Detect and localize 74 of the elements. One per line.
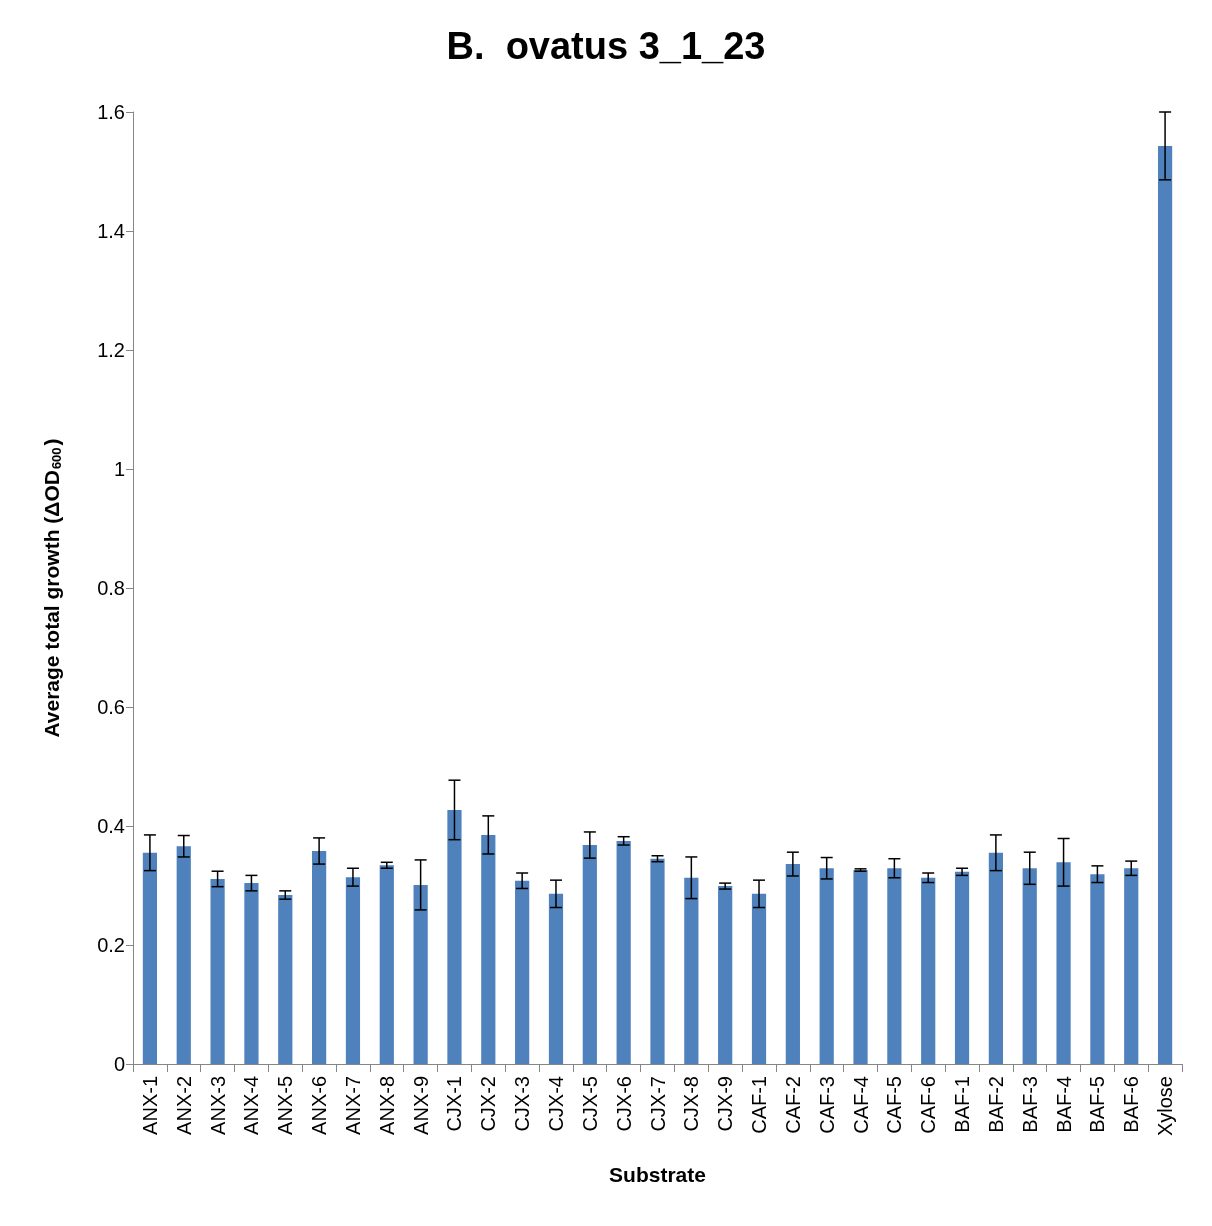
x-tick-label: CAF-3 <box>815 1076 838 1134</box>
y-tick-label: 1.2 <box>97 339 125 361</box>
x-tick-label: BAF-2 <box>984 1076 1007 1133</box>
bar <box>988 852 1003 1064</box>
bar <box>785 864 800 1064</box>
bar <box>142 852 158 1064</box>
x-tick-label: CJX-3 <box>511 1076 534 1132</box>
x-tick-label: ANX-6 <box>308 1076 331 1135</box>
x-tick-label: CJX-6 <box>612 1076 635 1132</box>
bar <box>176 846 191 1064</box>
x-tick-label: CJX-8 <box>680 1076 703 1132</box>
x-axis-title: Substrate <box>609 1163 706 1186</box>
x-tick-label: ANX-9 <box>409 1076 432 1135</box>
y-axis-title: Average total growth (ΔOD600) <box>40 438 64 738</box>
bar <box>853 870 868 1064</box>
x-tick-label: ANX-7 <box>341 1076 364 1135</box>
bar <box>244 883 259 1064</box>
bar <box>684 877 699 1064</box>
bar <box>413 884 428 1064</box>
y-tick-label: 1.6 <box>97 101 125 123</box>
y-tick-label: 1 <box>113 458 125 480</box>
bar <box>447 809 462 1064</box>
x-tick-label: BAF-6 <box>1120 1076 1143 1133</box>
x-tick-label: ANX-8 <box>375 1076 398 1135</box>
bar <box>1157 145 1173 1064</box>
bar <box>1022 868 1037 1064</box>
x-tick-label: CAF-5 <box>883 1076 906 1134</box>
bar <box>278 895 293 1064</box>
y-tick-label: 0.6 <box>97 696 125 718</box>
x-tick-label: BAF-1 <box>951 1076 974 1133</box>
bar <box>1090 874 1105 1064</box>
bar <box>1124 868 1139 1064</box>
chart-title: B. ovatus 3_1_23 <box>446 25 766 67</box>
bar <box>718 886 733 1064</box>
x-tick-label: ANX-3 <box>206 1076 229 1135</box>
x-tick-label: ANX-4 <box>240 1076 263 1135</box>
x-tick-label: CAF-4 <box>849 1076 872 1134</box>
x-tick-label: CAF-1 <box>748 1076 771 1134</box>
x-tick-label: CJX-1 <box>443 1076 466 1132</box>
y-tick-label: 0 <box>113 1053 125 1075</box>
y-tick-label: 0.8 <box>97 577 125 599</box>
bar <box>582 845 597 1064</box>
bar <box>312 850 327 1064</box>
bar <box>921 877 936 1064</box>
x-tick-label: ANX-5 <box>274 1076 297 1135</box>
bar <box>379 865 394 1064</box>
bar <box>819 868 834 1064</box>
x-tick-label: BAF-3 <box>1018 1076 1041 1133</box>
x-tick-label: ANX-1 <box>138 1076 161 1135</box>
y-tick-label: 0.4 <box>97 815 125 837</box>
y-tick-label: 0.2 <box>97 934 125 956</box>
bar <box>210 878 225 1064</box>
bar <box>1056 862 1071 1064</box>
x-tick-label: BAF-5 <box>1086 1076 1109 1133</box>
x-tick-label: CJX-5 <box>578 1076 601 1132</box>
y-tick-label: 1.4 <box>97 220 125 242</box>
bar <box>616 840 631 1064</box>
bar <box>481 834 496 1064</box>
x-tick-label: ANX-2 <box>172 1076 195 1135</box>
bar <box>515 880 530 1064</box>
x-tick-label: BAF-4 <box>1052 1076 1075 1133</box>
bar <box>650 858 665 1064</box>
bar <box>548 893 564 1064</box>
x-tick-label: CJX-2 <box>477 1076 500 1132</box>
bar <box>887 868 902 1064</box>
bar <box>954 871 970 1064</box>
x-tick-label: Xylose <box>1154 1076 1177 1137</box>
x-tick-label: CJX-9 <box>714 1076 737 1132</box>
x-tick-label: CAF-2 <box>781 1076 804 1134</box>
bar <box>345 877 361 1064</box>
x-tick-label: CJX-4 <box>544 1076 567 1132</box>
x-tick-label: CJX-7 <box>646 1076 669 1132</box>
bar <box>751 893 767 1064</box>
x-tick-label: CAF-6 <box>917 1076 940 1134</box>
